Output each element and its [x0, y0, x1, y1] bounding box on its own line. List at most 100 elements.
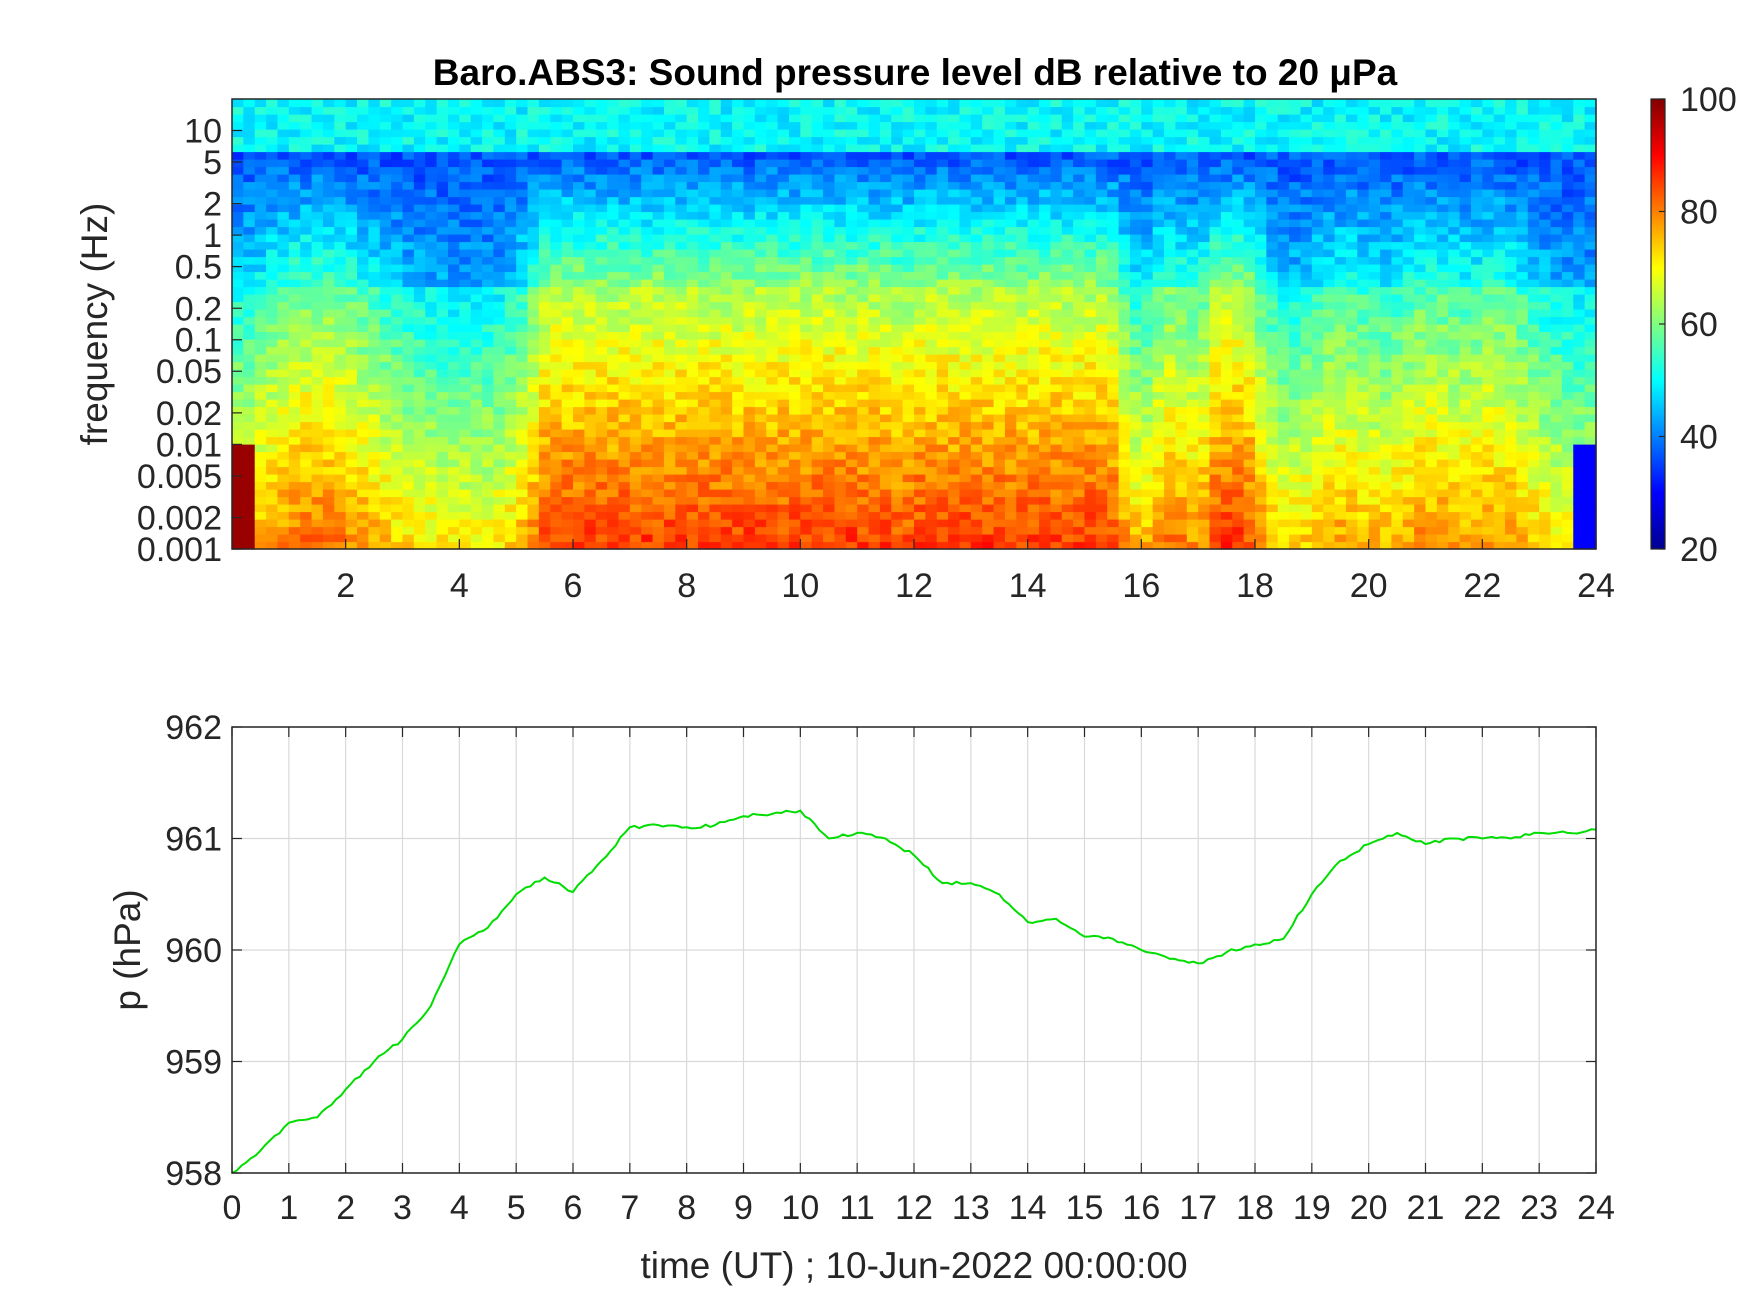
heatmap-cell: [675, 309, 688, 318]
heatmap-cell: [891, 121, 904, 130]
heatmap-cell: [527, 354, 540, 363]
heatmap-cell: [459, 121, 472, 130]
heatmap-cell: [493, 256, 506, 265]
heatmap-cell: [254, 519, 267, 528]
heatmap-cell: [652, 279, 665, 288]
heatmap-cell: [1095, 436, 1108, 445]
heatmap-cell: [629, 511, 642, 520]
heatmap-cell: [811, 414, 824, 423]
heatmap-cell: [447, 151, 460, 160]
heatmap-cell: [788, 496, 801, 505]
heatmap-cell: [959, 204, 972, 213]
heatmap-cell: [561, 526, 574, 535]
heatmap-cell: [709, 384, 722, 393]
heatmap-cell: [607, 346, 620, 355]
heatmap-cell: [845, 331, 858, 340]
heatmap-cell: [754, 136, 767, 145]
heatmap-cell: [1152, 264, 1165, 273]
heatmap-cell: [447, 376, 460, 385]
heatmap-cell: [311, 301, 324, 310]
heatmap-cell: [709, 361, 722, 370]
heatmap-cell: [459, 376, 472, 385]
heatmap-cell: [698, 331, 710, 340]
heatmap-cell: [538, 189, 551, 198]
heatmap-cell: [663, 136, 676, 145]
heatmap-cell: [607, 331, 620, 340]
heatmap-cell: [777, 181, 790, 190]
heatmap-cell: [288, 541, 301, 550]
heatmap-cell: [891, 406, 904, 415]
heatmap-cell: [1050, 241, 1063, 250]
heatmap-cell: [379, 384, 392, 393]
heatmap-cell: [993, 474, 1006, 483]
heatmap-cell: [948, 234, 961, 243]
heatmap-cell: [982, 226, 995, 235]
heatmap-cell: [811, 99, 824, 108]
heatmap-cell: [914, 234, 926, 243]
heatmap-cell: [1039, 369, 1051, 378]
heatmap-cell: [766, 309, 779, 318]
heatmap-cell: [1084, 519, 1097, 528]
heatmap-cell: [573, 444, 585, 453]
heatmap-cell: [641, 414, 654, 423]
heatmap-cell: [1152, 189, 1165, 198]
heatmap-cell: [447, 384, 460, 393]
heatmap-cell: [527, 399, 540, 408]
heatmap-cell: [823, 159, 836, 168]
heatmap-cell: [1061, 369, 1074, 378]
heatmap-cell: [345, 151, 358, 160]
heatmap-cell: [470, 361, 483, 370]
heatmap-cell: [1129, 429, 1142, 438]
heatmap-cell: [788, 264, 801, 273]
heatmap-cell: [857, 174, 870, 183]
heatmap-cell: [516, 211, 529, 220]
heatmap-cell: [936, 166, 949, 175]
heatmap-cell: [357, 511, 369, 520]
heatmap-cell: [1039, 474, 1051, 483]
heatmap-cell: [641, 346, 654, 355]
heatmap-cell: [1027, 226, 1040, 235]
heatmap-cell: [357, 294, 369, 303]
heatmap-cell: [311, 376, 324, 385]
heatmap-cell: [766, 129, 779, 138]
heatmap-cell: [288, 294, 301, 303]
heatmap-cell: [1039, 324, 1051, 333]
heatmap-cell: [413, 391, 426, 400]
heatmap-cell: [925, 256, 938, 265]
heatmap-cell: [652, 271, 665, 280]
heatmap-cell: [686, 151, 699, 160]
heatmap-cell: [504, 519, 517, 528]
heatmap-cell: [686, 211, 699, 220]
heatmap-cell: [243, 264, 256, 273]
heatmap-cell: [584, 204, 597, 213]
heatmap-cell: [982, 204, 995, 213]
heatmap-cell: [993, 481, 1006, 490]
heatmap-cell: [254, 301, 267, 310]
heatmap-cell: [1141, 346, 1154, 355]
heatmap-cell: [391, 106, 404, 115]
heatmap-cell: [573, 121, 585, 130]
heatmap-cell: [970, 106, 983, 115]
heatmap-cell: [1039, 309, 1051, 318]
heatmap-cell: [743, 361, 756, 370]
heatmap-cell: [322, 444, 335, 453]
heatmap-cell: [959, 354, 972, 363]
heatmap-cell: [1141, 369, 1154, 378]
heatmap-cell: [982, 189, 995, 198]
heatmap-cell: [436, 331, 449, 340]
heatmap-cell: [959, 219, 972, 228]
heatmap-cell: [879, 129, 892, 138]
heatmap-cell: [311, 346, 324, 355]
heatmap-cell: [402, 279, 415, 288]
heatmap-cell: [663, 361, 676, 370]
heatmap-cell: [800, 286, 813, 295]
heatmap-cell: [663, 414, 676, 423]
heatmap-cell: [902, 99, 915, 108]
heatmap-cell: [561, 279, 574, 288]
heatmap-cell: [527, 159, 540, 168]
heatmap-cell: [936, 174, 949, 183]
heatmap-cell: [686, 331, 699, 340]
heatmap-cell: [709, 151, 722, 160]
heatmap-cell: [447, 504, 460, 513]
heatmap-cell: [413, 249, 426, 258]
